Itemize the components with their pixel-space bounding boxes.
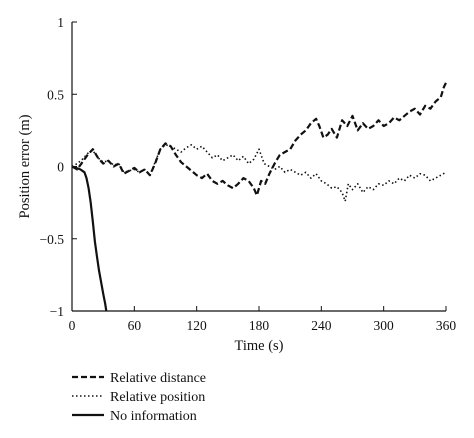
x-tick-label: 0 <box>69 318 76 333</box>
y-axis-label: Position error (m) <box>17 114 33 218</box>
legend-label: No information <box>110 409 197 424</box>
x-tick-label: 180 <box>249 318 270 333</box>
x-tick-label: 60 <box>128 318 142 333</box>
legend: Relative distance Relative position No inf… <box>72 371 206 424</box>
plot-area: 0 60 120 180 240 300 360 1 0.5 0 −0.5 −1 <box>40 15 457 333</box>
x-tick-label: 360 <box>436 318 457 333</box>
y-tick-label: 0 <box>57 160 64 175</box>
legend-label: Relative position <box>110 390 205 405</box>
y-tick-label: 1 <box>57 15 64 30</box>
x-axis-label: Time (s) <box>234 338 283 354</box>
x-tick-label: 240 <box>311 318 332 333</box>
series-line-dotted <box>72 144 447 202</box>
x-ticks: 0 60 120 180 240 300 360 <box>69 306 457 333</box>
y-tick-label: −0.5 <box>40 232 65 247</box>
legend-label: Relative distance <box>110 371 206 386</box>
x-tick-label: 120 <box>187 318 208 333</box>
series-lines <box>72 82 447 312</box>
series-line-solid <box>72 165 108 312</box>
y-ticks: 1 0.5 0 −0.5 −1 <box>40 15 77 319</box>
series-line-dashed <box>72 82 447 197</box>
y-tick-label: −1 <box>50 304 64 319</box>
x-tick-label: 300 <box>374 318 395 333</box>
y-tick-label: 0.5 <box>47 87 64 102</box>
